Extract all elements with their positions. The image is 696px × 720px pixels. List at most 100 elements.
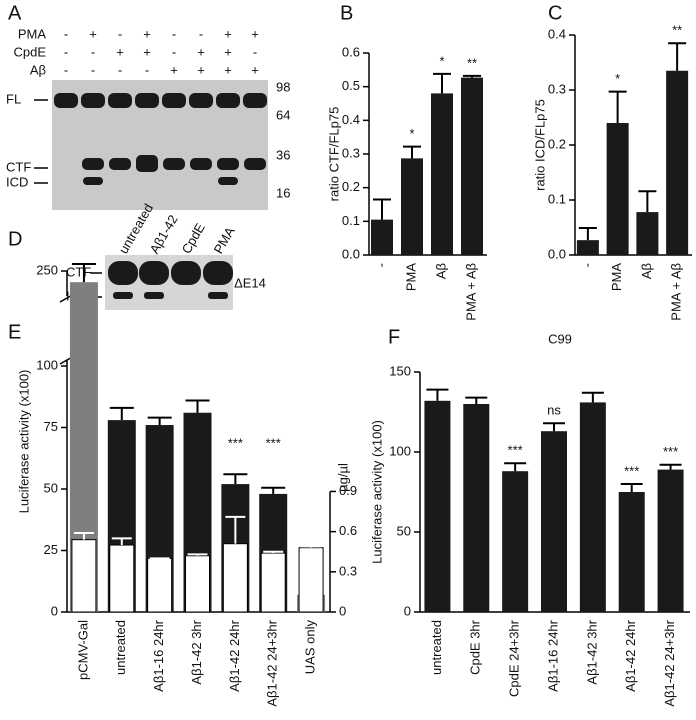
band-icd [113,292,133,299]
significance: * [409,126,414,141]
condition-sign: - [118,62,122,77]
condition-sign: + [224,26,232,41]
condition-sign: + [224,44,232,59]
panel-label: B [340,2,353,24]
x-tick-label: - [579,263,594,267]
band-label: FL [6,91,21,106]
bar [185,555,210,613]
band-label: ICD [6,174,28,189]
bar [666,70,689,255]
bar [109,544,135,613]
condition-sign: + [224,62,232,77]
bar [298,547,324,613]
significance: ns [547,403,561,418]
y-tick-label: 0 [404,603,411,618]
condition-sign: + [170,62,178,77]
y-tick-label: 0.0 [548,246,566,261]
y2-tick-label: 0 [339,603,346,618]
x-tick-label: Aβ1-42 3hr [584,619,599,684]
band-fl [81,93,105,108]
bar [260,552,286,613]
condition-sign: + [197,62,205,77]
chart-title: ΔE14 [234,275,266,290]
bar [618,492,645,612]
y-tick-label: 0 [51,603,58,618]
condition-sign: + [251,62,259,77]
y-tick-label: 0.0 [342,246,360,261]
y-tick-label: 0.1 [342,213,360,228]
bar [461,77,483,256]
y-tick-label: 50 [397,523,411,538]
panel-label: C [548,2,562,24]
condition-sign: + [143,26,151,41]
condition-label: CpdE [13,44,46,59]
x-tick-label: Aβ1-42 24+3hr [662,619,677,706]
condition-sign: - [91,62,95,77]
significance: *** [663,444,678,459]
band-fl [189,93,213,108]
x-tick-label: - [373,263,388,267]
condition-sign: + [251,26,259,41]
x-tick-label: Aβ1-42 24+3hr [265,619,280,706]
band-label: CTF [66,264,91,279]
band-ctf [136,155,158,172]
band-ctf [139,261,169,285]
band-icd [208,292,228,299]
mw-marker: 98 [276,79,290,94]
condition-sign: + [143,44,151,59]
significance: *** [624,463,639,478]
band-fl [162,93,186,108]
band-fl [54,93,78,108]
band-fl [216,93,240,108]
condition-sign: - [172,26,176,41]
band-ctf [217,158,239,170]
x-tick-label: PMA [609,263,624,292]
panel-label: E [8,321,21,343]
y-axis-label: ratio ICD/FLp75 [532,99,547,191]
y2-tick-label: 0.9 [339,483,357,498]
lane-label: CpdE [179,220,208,256]
bar [657,469,684,612]
y-tick-label: 150 [389,363,411,378]
y-axis-label: Luciferase activity (x100) [369,420,384,564]
bar [636,212,659,255]
mw-marker: 16 [276,185,290,200]
bar [463,404,490,612]
x-tick-label: untreated [429,620,444,675]
y-tick-label: 25 [44,542,58,557]
band-ctf [203,261,233,285]
lane-label: PMA [211,224,238,256]
band-ctf [109,158,131,170]
band-ctf [244,158,266,170]
significance: * [615,71,620,86]
x-tick-label: Aβ [639,263,654,279]
bar [579,402,606,612]
bar [431,93,453,256]
significance: *** [266,435,281,450]
condition-sign: - [91,44,95,59]
bar [222,543,248,613]
chart-title: C99 [548,331,572,346]
condition-sign: - [253,44,257,59]
condition-sign: + [116,44,124,59]
bar [502,471,529,612]
panel-label: F [388,326,400,348]
x-tick-label: PMA + Aβ [463,263,478,321]
band-icd [144,292,164,299]
band-ctf [163,158,185,170]
x-tick-label: Aβ1-42 3hr [189,619,204,684]
y2-axis-label: µg/µl [335,463,350,492]
significance: ** [672,23,682,38]
y-tick-label: 250 [36,262,58,277]
y-tick-label: 0.2 [548,136,566,151]
x-tick-label: CpdE 3hr [468,619,483,675]
bar [371,219,393,255]
y-tick-label: 0.6 [342,44,360,59]
x-tick-label: Aβ1-42 24hr [227,619,242,691]
panel-label: D [8,228,22,250]
panel-label: A [8,2,22,24]
band-ctf [82,158,104,170]
y-axis-label: ratio CTF/FLp75 [326,107,341,202]
y-tick-label: 75 [44,419,58,434]
